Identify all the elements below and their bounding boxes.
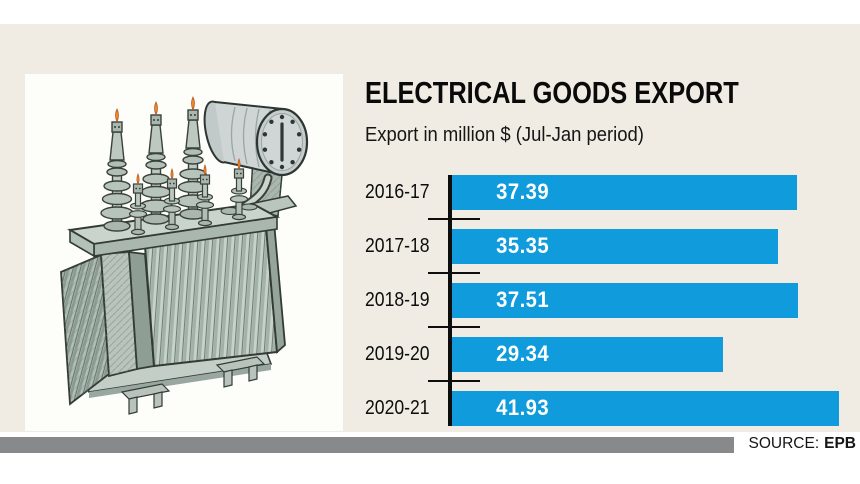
bar-track: 37.51 [452,282,843,318]
footer-divider-bar [0,437,734,453]
category-label: 2016-17 [365,180,430,203]
bar: 41.93 [452,390,839,426]
bar-value-label: 37.51 [496,287,550,313]
bar-chart: 2016-17 37.39 2017-18 35.35 2018-19 37.5… [365,174,843,426]
bar-track: 37.39 [452,174,843,210]
source-value: EPB [824,435,856,452]
bar-value-label: 35.35 [496,233,550,259]
source-label: SOURCE: [748,435,820,452]
bar-value-label: 29.34 [496,341,550,367]
bar-row: 2019-20 29.34 [365,325,843,372]
category-label: 2019-20 [365,342,430,365]
illustration-panel [25,74,343,431]
bar-row: 2018-19 37.51 [365,271,843,318]
bar-track: 41.93 [452,390,843,426]
bar-value-label: 41.93 [496,395,550,421]
chart-panel: ELECTRICAL GOODS EXPORT Export in millio… [365,77,843,426]
bar: 37.39 [452,174,797,210]
category-label: 2018-19 [365,288,430,311]
bar: 37.51 [452,282,798,318]
bar-row: 2017-18 35.35 [365,217,843,264]
bar-value-label: 37.39 [496,179,550,205]
tank-body [60,220,286,406]
bar-track: 35.35 [452,228,843,264]
category-label: 2020-21 [365,396,430,419]
infographic-card: ELECTRICAL GOODS EXPORT Export in millio… [0,24,860,432]
category-label: 2017-18 [365,234,430,257]
conservator-tank [203,100,309,223]
flange-bolts [262,114,302,170]
bar-track: 29.34 [452,336,843,372]
chart-subtitle: Export in million $ (Jul-Jan period) [365,123,644,146]
bar-row: 2016-17 37.39 [365,174,843,210]
bar-chart-rows: 2016-17 37.39 2017-18 35.35 2018-19 37.5… [365,174,843,426]
transformer-illustration [60,96,309,415]
bar: 35.35 [452,228,778,264]
bar-row: 2020-21 41.93 [365,379,843,426]
chart-title: ELECTRICAL GOODS EXPORT [365,75,739,110]
source-credit: SOURCE: EPB [749,435,857,453]
bar: 29.34 [452,336,723,372]
